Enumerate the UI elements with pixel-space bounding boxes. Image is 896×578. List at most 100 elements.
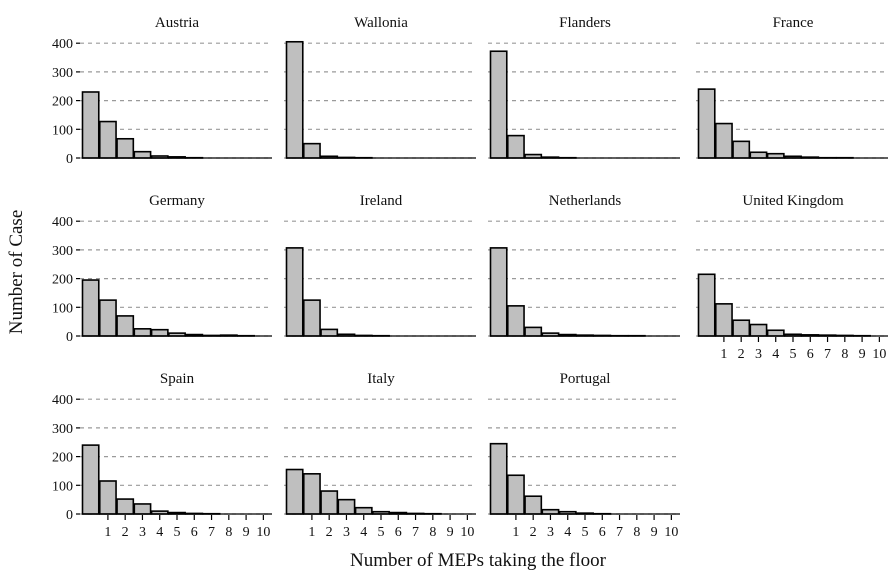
panel-title-germany: Germany	[149, 193, 205, 209]
panel-title-wallonia: Wallonia	[354, 15, 408, 31]
x-tick-label: 3	[343, 525, 350, 540]
y-tick-label: 400	[52, 393, 73, 408]
bar-france-2	[733, 141, 749, 158]
bar-ireland-2	[321, 329, 337, 336]
bar-united-kingdom-0	[699, 274, 715, 336]
x-tick-label: 5	[174, 525, 181, 540]
x-tick-label: 6	[807, 347, 814, 362]
x-tick-label: 5	[378, 525, 385, 540]
bar-italy-3	[338, 500, 354, 514]
panel-netherlands: Netherlands	[488, 193, 680, 336]
x-tick-label: 6	[395, 525, 402, 540]
x-tick-label: 2	[122, 525, 129, 540]
bar-france-4	[768, 154, 784, 158]
bar-italy-4	[356, 508, 372, 514]
panel-title-united-kingdom: United Kingdom	[742, 193, 844, 209]
bar-united-kingdom-4	[768, 330, 784, 336]
bar-germany-0	[83, 280, 99, 336]
x-tick-label: 7	[208, 525, 215, 540]
bar-italy-0	[287, 470, 303, 514]
x-tick-label: 4	[772, 347, 779, 362]
x-tick-label: 10	[872, 347, 886, 362]
x-tick-label: 7	[824, 347, 831, 362]
y-tick-label: 200	[52, 451, 73, 466]
x-axis-title: Number of MEPs taking the floor	[350, 550, 607, 571]
x-tick-label: 4	[156, 525, 163, 540]
x-tick-label: 8	[225, 525, 232, 540]
y-tick-label: 200	[52, 273, 73, 288]
x-tick-label: 2	[738, 347, 745, 362]
x-tick-label: 5	[582, 525, 589, 540]
panel-title-netherlands: Netherlands	[549, 193, 622, 209]
y-tick-label: 100	[52, 301, 73, 316]
y-tick-label: 100	[52, 123, 73, 138]
bar-germany-2	[117, 316, 133, 336]
y-tick-label: 400	[52, 215, 73, 230]
x-tick-label: 2	[326, 525, 333, 540]
bar-france-3	[750, 152, 766, 158]
bar-portugal-3	[542, 510, 558, 514]
bar-austria-0	[83, 92, 99, 158]
y-tick-label: 300	[52, 244, 73, 259]
x-tick-label: 1	[104, 525, 111, 540]
bar-germany-3	[134, 329, 150, 336]
bar-ireland-0	[287, 248, 303, 336]
x-tick-label: 10	[256, 525, 270, 540]
bar-spain-3	[134, 504, 150, 514]
bar-france-1	[716, 124, 732, 158]
y-tick-label: 400	[52, 37, 73, 52]
panel-wallonia: Wallonia	[284, 15, 476, 158]
x-tick-label: 4	[360, 525, 367, 540]
bar-wallonia-0	[287, 42, 303, 158]
x-tick-label: 5	[790, 347, 797, 362]
panel-title-portugal: Portugal	[560, 371, 611, 387]
y-tick-label: 0	[66, 330, 73, 345]
x-tick-label: 2	[530, 525, 537, 540]
panel-germany: Germany 0 100 200 300 400	[52, 193, 272, 345]
x-tick-label: 9	[651, 525, 658, 540]
y-tick-label: 200	[52, 95, 73, 110]
x-tick-label: 4	[564, 525, 571, 540]
bar-flanders-0	[491, 51, 507, 158]
x-tick-label: 1	[308, 525, 315, 540]
bar-wallonia-1	[304, 144, 320, 158]
x-tick-label: 10	[460, 525, 474, 540]
bar-netherlands-1	[508, 306, 524, 336]
y-tick-label: 300	[52, 66, 73, 81]
x-tick-label: 1	[720, 347, 727, 362]
bar-spain-1	[100, 481, 116, 514]
bar-italy-1	[304, 474, 320, 514]
y-tick-label: 100	[52, 479, 73, 494]
y-tick-label: 0	[66, 152, 73, 167]
bar-united-kingdom-2	[733, 320, 749, 336]
x-tick-label: 7	[616, 525, 623, 540]
x-tick-label: 6	[191, 525, 198, 540]
bar-germany-1	[100, 300, 116, 336]
panel-france: France	[696, 15, 888, 158]
x-tick-label: 9	[243, 525, 250, 540]
bar-austria-2	[117, 139, 133, 158]
bar-france-0	[699, 89, 715, 158]
x-tick-label: 3	[755, 347, 762, 362]
bar-germany-4	[152, 330, 168, 336]
bar-spain-0	[83, 445, 99, 514]
bar-ireland-1	[304, 300, 320, 336]
bar-austria-3	[134, 152, 150, 158]
panel-title-spain: Spain	[160, 371, 195, 387]
panel-title-france: France	[773, 15, 814, 31]
bar-spain-2	[117, 499, 133, 514]
x-tick-label: 10	[664, 525, 678, 540]
bar-netherlands-0	[491, 248, 507, 336]
x-tick-label: 8	[633, 525, 640, 540]
x-tick-label: 8	[429, 525, 436, 540]
panel-flanders: Flanders	[488, 15, 680, 158]
x-tick-label: 3	[547, 525, 554, 540]
panel-title-italy: Italy	[367, 371, 395, 387]
